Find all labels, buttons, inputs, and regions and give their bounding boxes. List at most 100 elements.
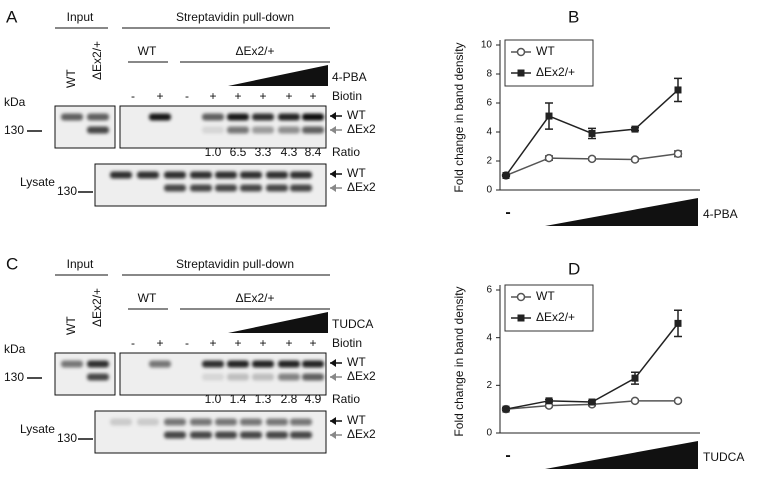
point <box>673 396 683 406</box>
panel-letter: B <box>568 7 579 26</box>
x-tick-label: - <box>505 447 510 464</box>
band <box>110 171 132 179</box>
marker-label: 130 <box>4 123 24 137</box>
band <box>215 418 237 426</box>
band <box>190 184 212 192</box>
ratio-value: 1.4 <box>230 392 247 406</box>
band-label: ΔEx2 <box>347 427 376 441</box>
arrow-head <box>330 417 336 425</box>
biotin-sign: + <box>209 336 216 350</box>
point <box>502 172 510 179</box>
arrow-head <box>330 359 336 367</box>
treatment-label: TUDCA <box>332 317 373 331</box>
point <box>588 129 596 137</box>
y-tick-label: 6 <box>486 285 492 296</box>
band <box>87 360 109 368</box>
band <box>278 360 300 368</box>
band <box>278 373 300 381</box>
ratio-value: 3.3 <box>255 145 272 159</box>
point <box>502 405 510 413</box>
biotin-sign: - <box>131 336 135 350</box>
series-line <box>505 322 679 410</box>
biotin-sign: + <box>156 336 163 350</box>
legend-entry: WT <box>536 44 555 58</box>
band <box>227 126 249 134</box>
band-label: WT <box>347 355 366 369</box>
band <box>87 126 109 134</box>
band-label: ΔEx2 <box>347 180 376 194</box>
ratio-value: 6.5 <box>230 145 247 159</box>
point <box>674 86 682 94</box>
input-label: Input <box>67 257 94 271</box>
biotin-sign: + <box>156 89 163 103</box>
band-label: WT <box>347 108 366 122</box>
marker-label: 130 <box>4 370 24 384</box>
arrow-head <box>330 373 336 381</box>
ratio-value: 2.8 <box>281 392 298 406</box>
y-axis-label: Fold change in band density <box>452 42 466 192</box>
biotin-sign: + <box>259 336 266 350</box>
legend-entry: ΔEx2/+ <box>536 65 575 79</box>
kda-label: kDa <box>4 95 26 109</box>
band <box>266 431 288 439</box>
band <box>302 360 324 368</box>
point <box>674 319 682 327</box>
band <box>202 126 224 134</box>
biotin-sign: + <box>309 336 316 350</box>
marker-label: 130 <box>57 431 77 445</box>
band <box>190 171 212 179</box>
band <box>215 171 237 179</box>
treatment-label: TUDCA <box>703 450 744 464</box>
point <box>673 149 683 158</box>
legend-marker <box>516 47 526 57</box>
band <box>164 171 186 179</box>
treatment-label: 4-PBA <box>332 70 367 84</box>
y-tick-label: 0 <box>486 185 492 196</box>
ratio-value: 1.0 <box>205 145 222 159</box>
y-tick-label: 8 <box>486 69 492 80</box>
biotin-label: Biotin <box>332 336 362 350</box>
arrow-head <box>330 170 336 178</box>
group-label: ΔEx2/+ <box>235 291 274 305</box>
band <box>302 113 324 121</box>
band <box>252 373 274 381</box>
treatment-label: 4-PBA <box>703 207 738 221</box>
band <box>252 126 274 134</box>
point <box>630 155 640 164</box>
biotin-sign: - <box>185 336 189 350</box>
band <box>190 431 212 439</box>
band <box>110 418 132 426</box>
arrow-head <box>330 431 336 439</box>
treatment-wedge <box>228 65 328 86</box>
point <box>631 125 639 133</box>
lane-label: ΔEx2/+ <box>90 288 104 327</box>
band <box>227 113 249 121</box>
panel-letter: D <box>568 259 580 278</box>
arrow-head <box>330 184 336 192</box>
y-tick-label: 0 <box>486 428 492 439</box>
y-tick-label: 2 <box>486 156 492 167</box>
band <box>240 418 262 426</box>
x-tick-label: - <box>505 204 510 221</box>
band <box>215 184 237 192</box>
band <box>202 373 224 381</box>
point <box>545 397 553 405</box>
band <box>240 171 262 179</box>
band <box>190 418 212 426</box>
band <box>278 126 300 134</box>
kda-label: kDa <box>4 342 26 356</box>
band <box>290 418 312 426</box>
lane-label: WT <box>64 69 78 88</box>
point <box>631 374 639 382</box>
biotin-sign: + <box>309 89 316 103</box>
band <box>164 431 186 439</box>
y-tick-label: 10 <box>481 40 493 51</box>
legend-entry: ΔEx2/+ <box>536 310 575 324</box>
ratio-label: Ratio <box>332 145 360 159</box>
y-tick-label: 6 <box>486 98 492 109</box>
group-label: ΔEx2/+ <box>235 44 274 58</box>
band <box>87 113 109 121</box>
panel-letter: A <box>6 7 18 26</box>
band <box>302 373 324 381</box>
ratio-value: 4.3 <box>281 145 298 159</box>
